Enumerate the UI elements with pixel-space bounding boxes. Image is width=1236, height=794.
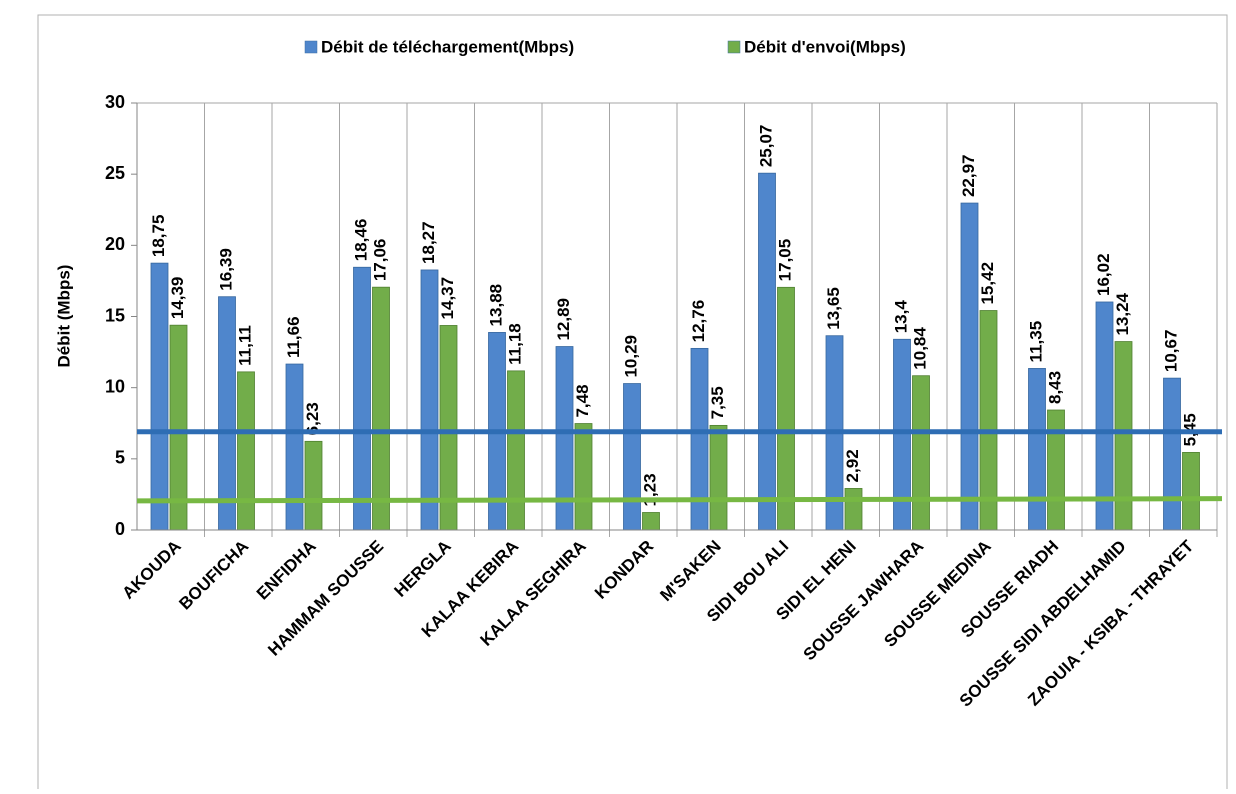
legend-label: Débit d'envoi(Mbps) [744,37,906,56]
value-label: 17,05 [775,239,794,282]
value-label: 11,66 [284,316,303,358]
value-label: 2,92 [843,449,862,482]
value-label: 14,37 [438,277,457,320]
legend-swatch [304,40,318,54]
y-tick-label: 25 [105,163,125,183]
value-label: 18,46 [351,219,370,262]
value-label: 10,29 [621,335,640,378]
value-label: 10,67 [1161,330,1180,373]
bar [1163,377,1181,531]
bar [912,375,930,531]
value-label: 16,02 [1094,253,1113,296]
bar [1047,409,1065,531]
value-label: 8,43 [1045,371,1064,404]
value-label: 7,48 [573,384,592,417]
value-label: 13,24 [1113,292,1132,335]
bar [304,440,323,531]
bar [372,286,390,531]
y-tick-label: 30 [105,92,125,112]
bar [507,370,525,531]
value-label: 18,27 [419,221,438,264]
legend-swatch [727,40,741,54]
bar [237,371,255,531]
value-label: 22,97 [959,155,978,198]
value-label: 12,89 [554,298,573,341]
value-label: 11,18 [505,323,524,365]
value-label: 11,35 [1026,321,1045,363]
y-tick-label: 5 [115,448,125,468]
value-label: 13,65 [824,287,843,330]
value-label: 13,88 [486,284,505,327]
value-label: 6,23 [303,402,322,435]
bar [623,383,641,531]
value-label: 11,11 [235,325,254,366]
y-tick-label: 15 [105,305,125,325]
bar [1028,368,1046,531]
bar [844,488,863,531]
y-tick-label: 0 [115,519,125,539]
bar [1182,452,1200,531]
value-label: 10,84 [910,327,929,370]
bar [960,202,979,531]
legend-label: Débit de téléchargement(Mbps) [321,37,574,56]
bar [758,172,776,531]
y-axis-title: Débit (Mbps) [54,265,73,368]
bar [420,269,439,531]
y-tick-label: 10 [105,376,125,396]
value-label: 18,75 [149,215,168,258]
bar [777,286,795,531]
bar [709,424,728,531]
value-label: 16,39 [216,248,235,291]
bar [690,347,709,531]
bar [150,262,169,531]
bar [642,512,660,531]
value-label: 17,06 [370,239,389,282]
value-label: 7,35 [708,386,727,419]
value-label: 25,07 [756,125,775,168]
bar [574,423,593,531]
value-label: 15,42 [978,262,997,305]
bar [353,266,371,531]
y-tick-label: 20 [105,234,125,254]
bar [285,363,304,531]
value-label: 12,76 [689,300,708,343]
bar [1114,341,1133,531]
reference-line [136,496,1223,504]
bar [1095,301,1114,531]
value-label: 13,4 [891,300,910,334]
value-label: 14,39 [168,277,187,320]
bar [218,296,236,531]
